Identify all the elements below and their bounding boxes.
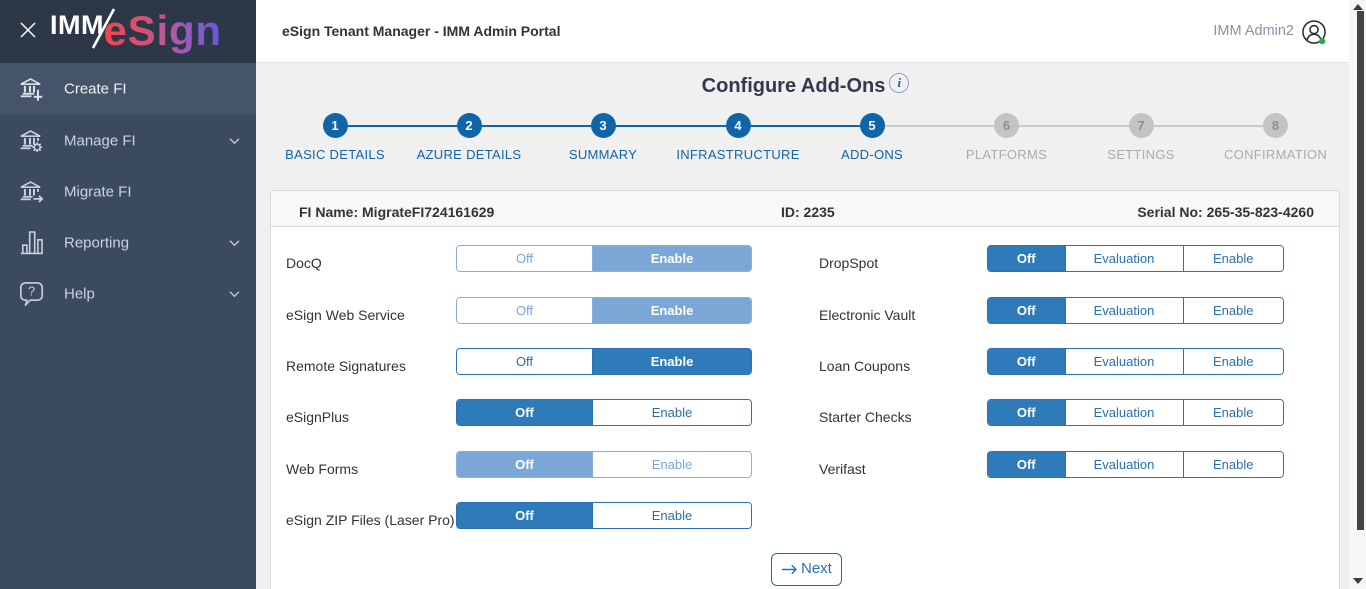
svg-text:?: ? (28, 284, 35, 298)
